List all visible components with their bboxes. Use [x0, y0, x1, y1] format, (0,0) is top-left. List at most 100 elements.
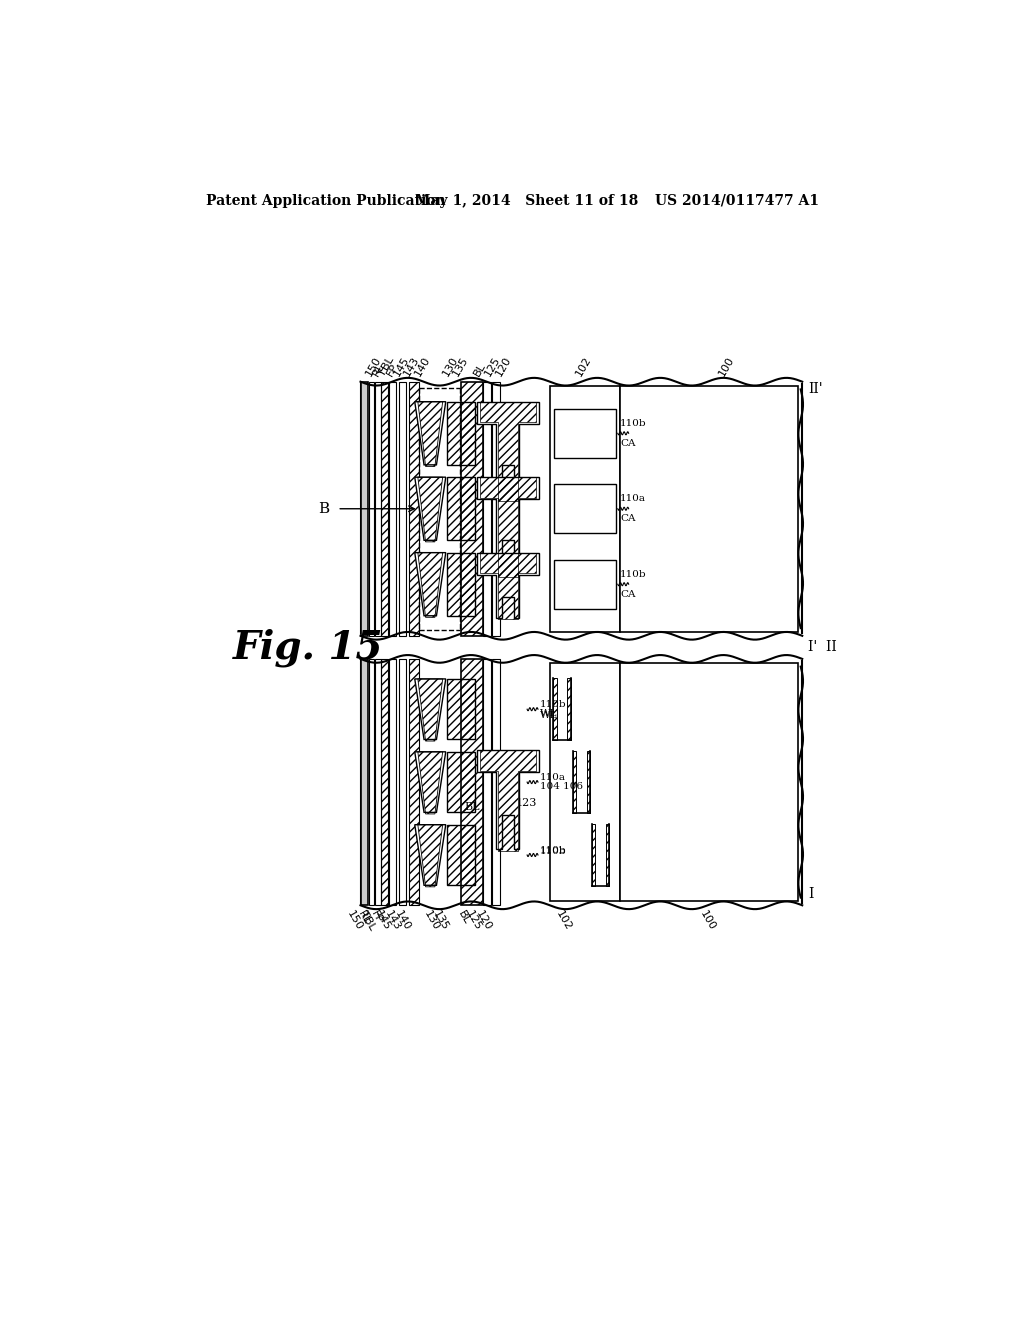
Bar: [493, 381, 500, 636]
Bar: [621, 385, 799, 632]
Text: I'  II: I' II: [809, 640, 838, 653]
Bar: [461, 381, 483, 636]
Bar: [389, 659, 396, 906]
Polygon shape: [415, 678, 445, 739]
Bar: [592, 824, 595, 886]
Bar: [381, 659, 388, 906]
Bar: [447, 825, 475, 886]
Bar: [550, 663, 621, 902]
Text: 110b: 110b: [621, 418, 647, 428]
Text: CA: CA: [621, 513, 636, 523]
Text: Fig. 15: Fig. 15: [232, 628, 383, 667]
Bar: [447, 553, 475, 615]
Text: B: B: [318, 502, 330, 516]
Text: 125: 125: [483, 355, 502, 378]
Bar: [375, 659, 381, 906]
Bar: [369, 659, 374, 906]
Bar: [410, 381, 419, 636]
Bar: [587, 751, 590, 813]
Text: BL: BL: [457, 909, 472, 927]
Text: WL: WL: [540, 709, 557, 718]
Bar: [447, 752, 475, 812]
Text: 100: 100: [697, 909, 717, 932]
Bar: [461, 659, 483, 906]
Text: BL: BL: [464, 803, 480, 812]
Polygon shape: [415, 825, 445, 886]
Text: 140: 140: [393, 909, 413, 932]
Text: 102: 102: [554, 909, 573, 932]
Text: BL: BL: [472, 360, 487, 378]
Bar: [375, 381, 381, 636]
Bar: [360, 381, 369, 636]
Bar: [381, 381, 388, 636]
Bar: [360, 381, 802, 636]
Text: 145: 145: [392, 355, 412, 378]
Text: 110b: 110b: [540, 846, 566, 855]
Text: WL: WL: [540, 711, 557, 719]
Bar: [621, 663, 799, 902]
Bar: [447, 678, 475, 739]
Bar: [606, 824, 609, 886]
Text: 140: 140: [413, 355, 432, 378]
Text: 120: 120: [474, 909, 494, 932]
Bar: [483, 381, 490, 636]
Text: US 2014/0117477 A1: US 2014/0117477 A1: [655, 194, 819, 207]
Text: 104 106: 104 106: [540, 783, 583, 791]
Text: RL: RL: [355, 909, 372, 927]
Text: Patent Application Publication: Patent Application Publication: [206, 194, 445, 207]
Polygon shape: [415, 478, 445, 540]
Bar: [554, 678, 557, 741]
Text: CA: CA: [621, 590, 636, 598]
Bar: [493, 659, 500, 906]
Text: 110a: 110a: [540, 774, 565, 781]
Bar: [554, 560, 616, 609]
Text: RL: RL: [372, 360, 387, 378]
Text: FP: FP: [370, 909, 385, 925]
Bar: [369, 381, 374, 636]
Polygon shape: [477, 401, 539, 499]
Text: 110b: 110b: [540, 846, 566, 855]
Text: 102: 102: [573, 355, 593, 378]
Text: TBL: TBL: [378, 355, 396, 378]
Text: 110b: 110b: [621, 570, 647, 579]
Text: TBL: TBL: [358, 909, 378, 932]
Text: 150: 150: [345, 909, 365, 932]
Bar: [554, 409, 616, 458]
Bar: [360, 659, 802, 906]
Text: 110b: 110b: [540, 700, 566, 709]
Bar: [567, 678, 570, 741]
Text: FP: FP: [385, 362, 399, 378]
Bar: [360, 659, 369, 906]
Polygon shape: [415, 752, 445, 812]
Text: 135: 135: [451, 355, 470, 378]
Text: 120: 120: [494, 355, 513, 378]
Bar: [399, 381, 407, 636]
Bar: [447, 401, 475, 465]
Text: 145: 145: [373, 909, 392, 932]
Polygon shape: [477, 478, 539, 576]
Polygon shape: [415, 401, 445, 465]
Text: 135: 135: [431, 909, 451, 932]
Bar: [447, 478, 475, 540]
Bar: [410, 659, 419, 906]
Text: May 1, 2014   Sheet 11 of 18: May 1, 2014 Sheet 11 of 18: [415, 194, 638, 207]
Text: 123: 123: [515, 799, 537, 808]
Text: 150: 150: [365, 355, 384, 378]
Text: 125: 125: [464, 909, 483, 932]
Bar: [550, 385, 621, 632]
Bar: [483, 659, 490, 906]
Text: 143: 143: [383, 909, 402, 932]
Bar: [572, 751, 575, 813]
Polygon shape: [415, 553, 445, 615]
Polygon shape: [477, 553, 539, 618]
Text: 130: 130: [441, 355, 460, 378]
Text: 143: 143: [402, 355, 422, 378]
Bar: [389, 381, 396, 636]
Text: I: I: [809, 887, 814, 902]
Text: CA: CA: [621, 438, 636, 447]
Text: 110a: 110a: [621, 495, 646, 503]
Bar: [554, 484, 616, 533]
Text: 100: 100: [717, 355, 736, 378]
Text: II': II': [809, 383, 823, 396]
Bar: [399, 659, 407, 906]
